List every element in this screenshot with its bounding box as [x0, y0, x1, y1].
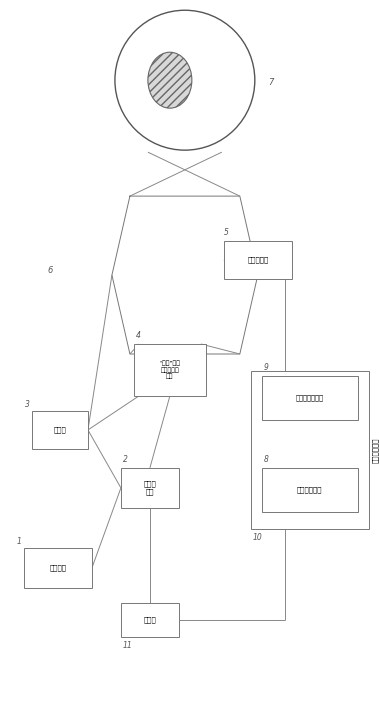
Bar — [32, 411, 88, 449]
Ellipse shape — [148, 52, 192, 108]
Text: 探测器: 探测器 — [144, 616, 156, 623]
Bar — [24, 548, 92, 588]
Text: 3: 3 — [25, 400, 30, 409]
Text: 调制信号发生器: 调制信号发生器 — [296, 395, 324, 401]
Bar — [134, 344, 206, 396]
Text: 6: 6 — [48, 265, 53, 275]
Bar — [262, 468, 358, 512]
Text: 10: 10 — [253, 533, 263, 542]
Text: 光纤耦
合器: 光纤耦 合器 — [144, 481, 156, 495]
Text: 5: 5 — [224, 228, 229, 237]
Text: 2: 2 — [123, 455, 128, 464]
Text: 9: 9 — [264, 363, 269, 372]
Circle shape — [115, 11, 255, 150]
Text: 4: 4 — [136, 331, 141, 340]
Bar — [121, 468, 179, 508]
Text: 光电转换单元: 光电转换单元 — [297, 486, 323, 493]
Bar — [121, 603, 179, 637]
Text: 起偏器: 起偏器 — [53, 426, 66, 433]
Text: "蝶形"结构
光纤相位调
制器: "蝶形"结构 光纤相位调 制器 — [160, 361, 180, 379]
Text: 1: 1 — [17, 537, 22, 546]
Text: 8: 8 — [264, 455, 269, 464]
Text: 图: 图 — [315, 450, 321, 460]
Bar — [251, 371, 369, 529]
Text: 信号处理单元: 信号处理单元 — [372, 437, 378, 462]
Text: 7: 7 — [268, 78, 273, 87]
Bar — [224, 241, 292, 279]
Text: 磁光调制器: 磁光调制器 — [247, 257, 268, 263]
Bar — [262, 376, 358, 420]
Text: 宽带光源: 宽带光源 — [49, 565, 66, 571]
Text: 11: 11 — [123, 641, 133, 650]
Text: 3: 3 — [335, 433, 344, 447]
